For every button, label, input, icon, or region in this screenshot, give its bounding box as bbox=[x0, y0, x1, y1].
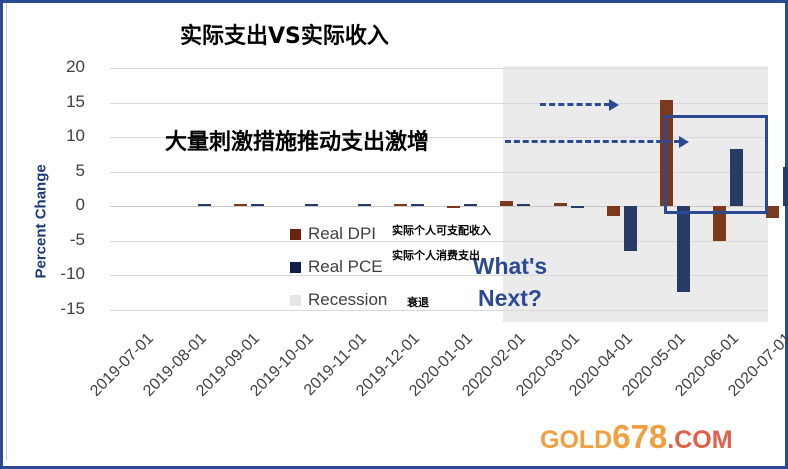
legend-label-dpi: Real DPI bbox=[308, 224, 377, 243]
bar-real-dpi bbox=[607, 206, 620, 216]
bar-real-dpi bbox=[394, 204, 407, 206]
gridline bbox=[110, 172, 768, 173]
legend-item-dpi: Real DPI bbox=[290, 222, 376, 246]
legend-cn-pce: 实际个人消费支出 bbox=[392, 249, 480, 262]
gridline bbox=[110, 310, 768, 311]
gridline bbox=[110, 103, 768, 104]
bar-real-pce bbox=[411, 204, 424, 206]
bar-real-pce bbox=[198, 204, 211, 206]
y-tick-label: 15 bbox=[66, 92, 85, 111]
y-axis-label: Percent Change bbox=[32, 164, 50, 279]
gridline bbox=[110, 241, 768, 242]
y-tick-label: 20 bbox=[66, 57, 85, 76]
bar-real-dpi bbox=[766, 206, 779, 218]
y-tick-label: -15 bbox=[60, 299, 85, 318]
y-tick-label: -5 bbox=[69, 230, 85, 249]
legend-swatch-recession bbox=[290, 294, 301, 306]
recession-shading bbox=[503, 66, 768, 322]
whats-next-line2: Next? bbox=[478, 285, 542, 311]
gridline bbox=[110, 206, 768, 207]
legend-item-pce: Real PCE bbox=[290, 255, 383, 279]
arrow-dashed-line-main bbox=[505, 140, 680, 143]
bar-real-dpi bbox=[234, 204, 247, 206]
gridline bbox=[110, 137, 768, 138]
bar-real-pce bbox=[358, 204, 371, 206]
bar-real-pce bbox=[517, 204, 530, 206]
bar-real-pce bbox=[251, 204, 264, 206]
bar-real-pce bbox=[305, 204, 318, 206]
legend-label-recession: Recession bbox=[308, 290, 388, 309]
bar-real-pce bbox=[783, 167, 788, 206]
gridline bbox=[110, 68, 768, 69]
legend-cn-dpi: 实际个人可支配收入 bbox=[392, 224, 491, 237]
highlight-box bbox=[664, 115, 768, 214]
y-tick-label: -10 bbox=[60, 264, 85, 283]
legend-swatch-dpi bbox=[290, 228, 301, 240]
legend-cn-recession: 衰退 bbox=[407, 296, 429, 309]
arrow-dashed-line-top bbox=[540, 103, 610, 106]
bar-real-pce bbox=[730, 149, 743, 206]
watermark-num: 678 bbox=[612, 418, 668, 455]
bar-real-pce bbox=[571, 206, 584, 208]
watermark-gold: GOLD bbox=[540, 426, 613, 454]
bar-real-pce bbox=[677, 206, 690, 292]
chart-title: 实际支出VS实际收入 bbox=[180, 24, 389, 49]
frame-inner-line bbox=[6, 3, 7, 460]
arrow-head-main-icon bbox=[679, 136, 689, 148]
legend-swatch-pce bbox=[290, 261, 301, 273]
gridline bbox=[110, 275, 768, 276]
bar-real-dpi bbox=[447, 206, 460, 208]
bar-real-pce bbox=[624, 206, 637, 251]
watermark-com: .COM bbox=[667, 426, 733, 454]
y-tick-label: 10 bbox=[66, 126, 85, 145]
watermark: GOLD678.COM bbox=[540, 418, 733, 456]
arrow-head-top-icon bbox=[609, 99, 619, 111]
stimulus-annotation: 大量刺激措施推动支出激增 bbox=[165, 130, 430, 155]
bar-real-pce bbox=[464, 204, 477, 206]
legend-item-recession: Recession bbox=[290, 288, 387, 312]
bar-real-dpi bbox=[554, 203, 567, 206]
bar-real-dpi bbox=[713, 206, 726, 241]
y-tick-label: 0 bbox=[75, 195, 85, 214]
legend-label-pce: Real PCE bbox=[308, 257, 383, 276]
bar-real-dpi bbox=[500, 201, 513, 206]
y-tick-label: 5 bbox=[75, 161, 85, 180]
whats-next-line1: What's bbox=[472, 253, 548, 279]
whats-next-annotation: What's Next? bbox=[455, 250, 565, 314]
